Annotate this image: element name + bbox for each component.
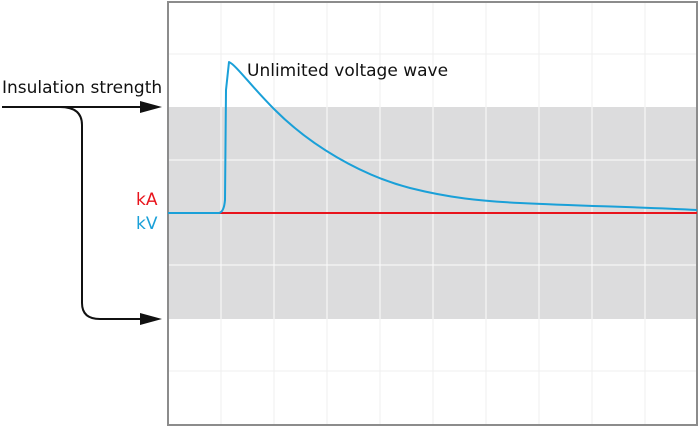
arrow-head-lower [140,313,162,325]
insulation-arrows [2,106,148,320]
arrow-head-upper [140,101,162,113]
current-unit-label: kA [136,190,158,210]
insulation-strength-label: Insulation strength [2,78,162,98]
grid-outside-band [168,2,697,425]
voltage-wave-curve [168,61,698,214]
wave-label: Unlimited voltage wave [247,61,448,81]
voltage-unit-label: kV [136,214,158,234]
